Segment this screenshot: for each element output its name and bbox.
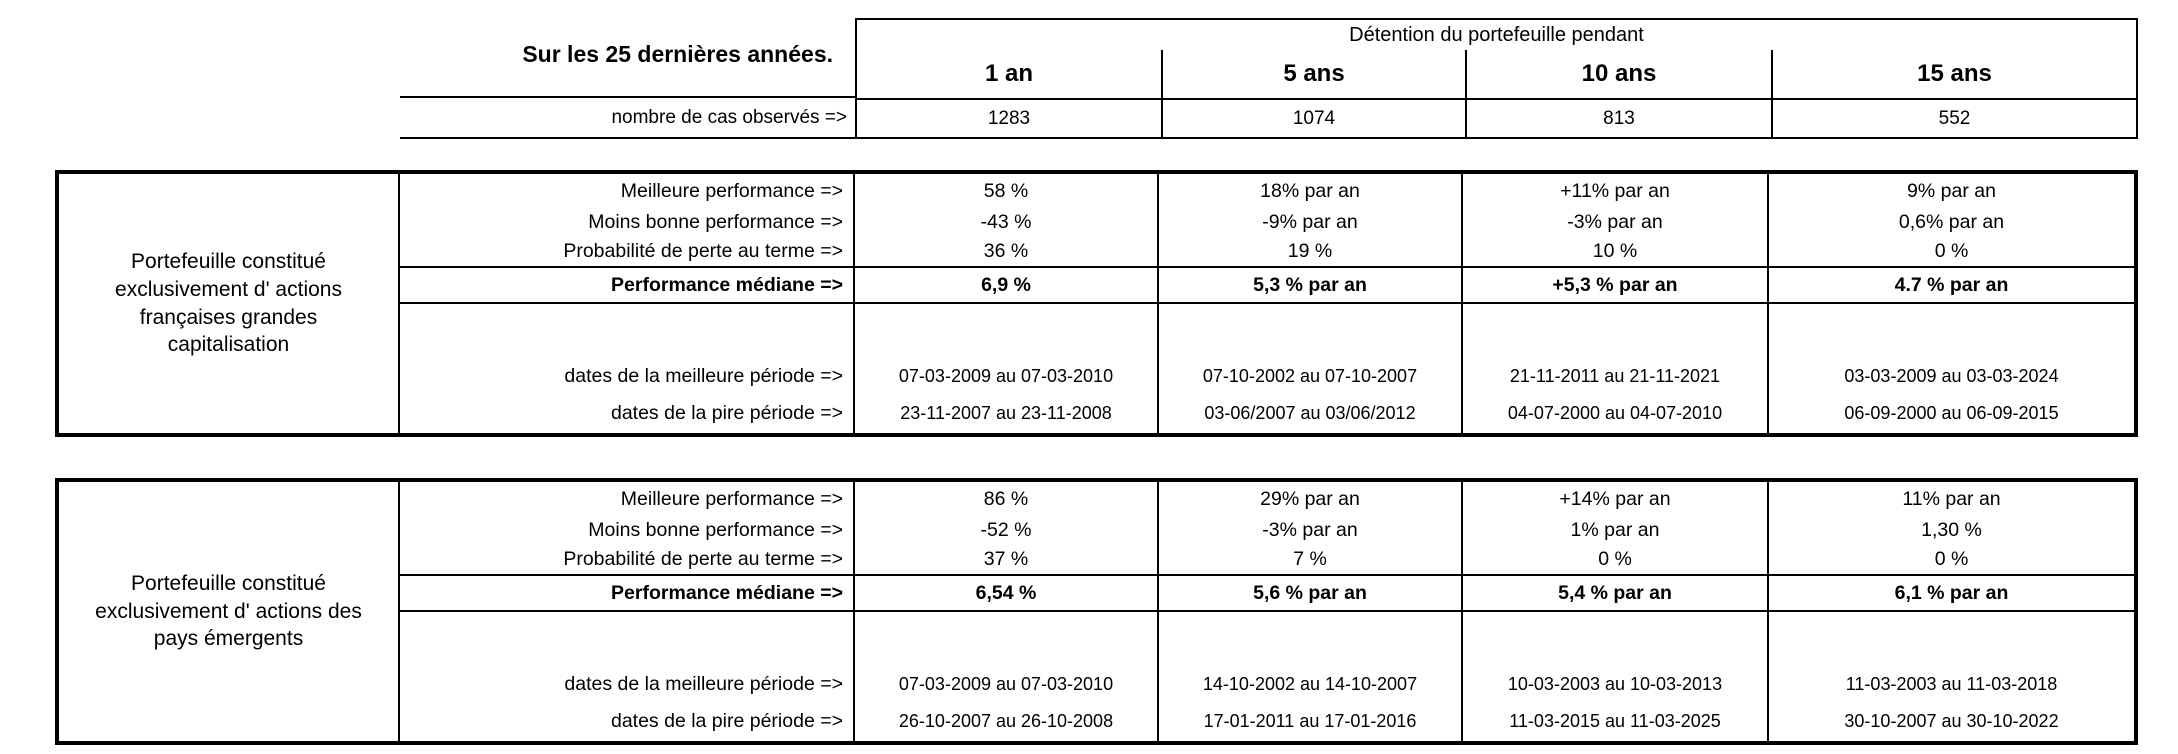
spacer-cell bbox=[1463, 304, 1769, 358]
cases-label: nombre de cas observés => bbox=[400, 96, 857, 139]
median-cell: 5,3 % par an bbox=[1159, 266, 1463, 304]
column-header-1an: 1 an bbox=[984, 60, 1034, 87]
median-cell: 4.7 % par an bbox=[1769, 266, 2134, 304]
value-cell: 37 % bbox=[855, 545, 1159, 574]
date-cell: 30-10-2007 au 30-10-2022 bbox=[1844, 711, 2059, 731]
cases-value: 552 bbox=[1771, 100, 2136, 137]
column-header-10ans: 10 ans bbox=[1465, 50, 1771, 98]
period-label: Sur les 25 dernières années. bbox=[522, 40, 833, 67]
spacer-cell bbox=[1769, 612, 2134, 666]
date-cell: 03-03-2009 au 03-03-2024 bbox=[1844, 365, 2059, 386]
cases-row: 1283 1074 813 552 bbox=[857, 98, 2136, 137]
value-cell: 11% par an bbox=[1902, 487, 2001, 510]
value-cell: -3% par an bbox=[1159, 516, 1463, 545]
date-cell: 26-10-2007 au 26-10-2008 bbox=[855, 702, 1159, 741]
value-cell: 0 % bbox=[1934, 548, 1969, 570]
value-cell: -52 % bbox=[855, 516, 1159, 545]
row-label-loss-probability: Probabilité de perte au terme => bbox=[400, 545, 855, 574]
spacer-cell bbox=[400, 612, 855, 666]
holding-period-title: Détention du portefeuille pendant bbox=[1349, 24, 1644, 46]
value-cell: 1,30 % bbox=[1921, 519, 1982, 541]
value-cell: 0 % bbox=[1934, 240, 1969, 262]
date-cell: 10-03-2003 au 10-03-2013 bbox=[1463, 666, 1769, 702]
median-cell: 6,54 % bbox=[855, 574, 1159, 612]
column-header-15ans: 15 ans bbox=[1771, 50, 2136, 98]
spacer-cell bbox=[1463, 612, 1769, 666]
row-label-worst-dates: dates de la pire période => bbox=[400, 394, 855, 433]
value-cell: 58 % bbox=[855, 174, 1159, 208]
value-cell: +11% par an bbox=[1463, 174, 1769, 208]
value-cell: 36 % bbox=[855, 237, 1159, 266]
median-cell: 5,4 % par an bbox=[1463, 574, 1769, 612]
date-cell: 07-03-2009 au 07-03-2010 bbox=[855, 666, 1159, 702]
spacer-cell bbox=[400, 304, 855, 358]
date-cell: 17-01-2011 au 17-01-2016 bbox=[1159, 702, 1463, 741]
cases-value: 1074 bbox=[1161, 100, 1465, 137]
holding-period-table: Détention du portefeuille pendant 1 an 5… bbox=[855, 18, 2138, 139]
date-cell: 03-06/2007 au 03/06/2012 bbox=[1159, 394, 1463, 433]
value-cell: 1% par an bbox=[1463, 516, 1769, 545]
value-cell: -3% par an bbox=[1463, 208, 1769, 237]
row-label-median: Performance médiane => bbox=[400, 266, 855, 304]
date-cell: 06-09-2000 au 06-09-2015 bbox=[1844, 403, 2059, 423]
column-header-5ans: 5 ans bbox=[1161, 50, 1465, 98]
value-cell: +14% par an bbox=[1463, 482, 1769, 516]
median-cell: 6,9 % bbox=[855, 266, 1159, 304]
date-cell: 07-10-2002 au 07-10-2007 bbox=[1159, 358, 1463, 394]
date-cell: 14-10-2002 au 14-10-2007 bbox=[1159, 666, 1463, 702]
value-cell: 0 % bbox=[1463, 545, 1769, 574]
value-cell: 0,6% par an bbox=[1898, 211, 2005, 233]
date-cell: 21-11-2011 au 21-11-2021 bbox=[1463, 358, 1769, 394]
value-cell: 7 % bbox=[1159, 545, 1463, 574]
cases-value: 1283 bbox=[987, 107, 1031, 129]
row-label-best: Meilleure performance => bbox=[400, 174, 855, 208]
row-label-best-dates: dates de la meilleure période => bbox=[400, 358, 855, 394]
row-label-best: Meilleure performance => bbox=[400, 482, 855, 516]
date-cell: 07-03-2009 au 07-03-2010 bbox=[855, 358, 1159, 394]
value-cell: 86 % bbox=[855, 482, 1159, 516]
row-label-best-dates: dates de la meilleure période => bbox=[400, 666, 855, 702]
spacer-cell bbox=[1159, 612, 1463, 666]
date-cell: 04-07-2000 au 04-07-2010 bbox=[1463, 394, 1769, 433]
row-label-worst: Moins bonne performance => bbox=[400, 516, 855, 545]
value-cell: -43 % bbox=[855, 208, 1159, 237]
row-label-median: Performance médiane => bbox=[400, 574, 855, 612]
portfolio-name: Portefeuille constitué exclusivement d' … bbox=[59, 482, 400, 741]
value-cell: -9% par an bbox=[1159, 208, 1463, 237]
portfolio-name: Portefeuille constitué exclusivement d' … bbox=[59, 174, 400, 433]
median-cell: 6,1 % par an bbox=[1769, 574, 2134, 612]
value-cell: 9% par an bbox=[1907, 179, 1996, 202]
value-cell: 18% par an bbox=[1159, 174, 1463, 208]
spacer-cell bbox=[855, 304, 1159, 358]
date-cell: 11-03-2015 au 11-03-2025 bbox=[1463, 702, 1769, 741]
spacer-cell bbox=[1159, 304, 1463, 358]
value-cell: 29% par an bbox=[1159, 482, 1463, 516]
portfolio-block-emerging-markets: Portefeuille constitué exclusivement d' … bbox=[55, 478, 2138, 745]
median-cell: 5,6 % par an bbox=[1159, 574, 1463, 612]
row-label-worst-dates: dates de la pire période => bbox=[400, 702, 855, 741]
median-cell: +5,3 % par an bbox=[1463, 266, 1769, 304]
column-header-row: 1 an 5 ans 10 ans 15 ans bbox=[857, 50, 2136, 98]
value-cell: 19 % bbox=[1159, 237, 1463, 266]
portfolio-block-french-large-caps: Portefeuille constitué exclusivement d' … bbox=[55, 170, 2138, 437]
date-cell: 23-11-2007 au 23-11-2008 bbox=[855, 394, 1159, 433]
date-cell: 11-03-2003 au 11-03-2018 bbox=[1845, 673, 2058, 694]
value-cell: 10 % bbox=[1463, 237, 1769, 266]
row-label-loss-probability: Probabilité de perte au terme => bbox=[400, 237, 855, 266]
spacer-cell bbox=[855, 612, 1159, 666]
cases-value: 813 bbox=[1465, 100, 1771, 137]
spacer-cell bbox=[1769, 304, 2134, 358]
row-label-worst: Moins bonne performance => bbox=[400, 208, 855, 237]
